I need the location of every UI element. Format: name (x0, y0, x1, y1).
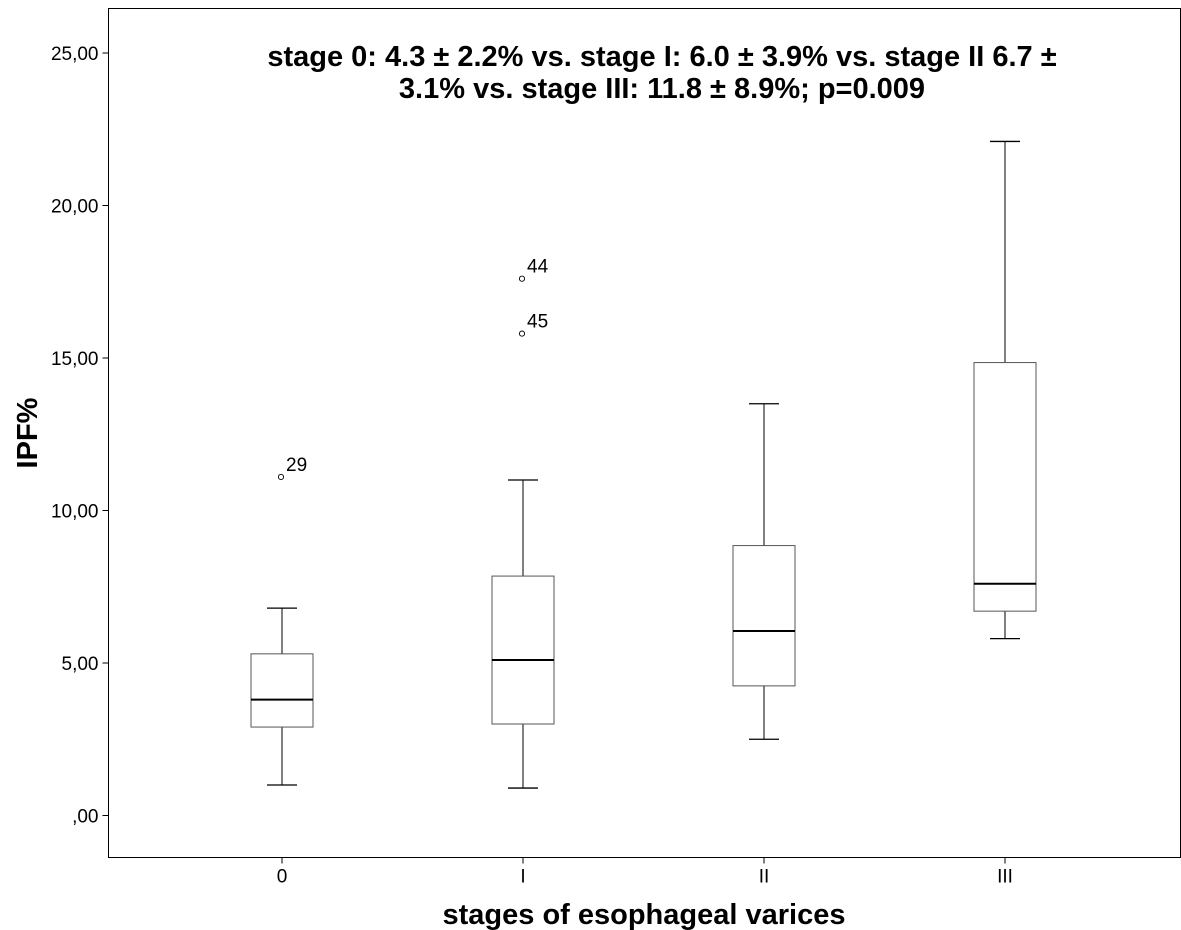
x-tick-label: 0 (277, 867, 288, 888)
outlier-label: 44 (527, 257, 549, 278)
chart-title-line-2: 3.1% vs. stage III: 11.8 ± 8.9%; p=0.009 (399, 73, 925, 105)
y-tick-label: 5,00 (62, 654, 99, 675)
x-tick-label: II (759, 867, 770, 888)
chart-title-line-1: stage 0: 4.3 ± 2.2% vs. stage I: 6.0 ± 3… (267, 41, 1056, 73)
iqr-box (732, 545, 796, 687)
outlier-point (518, 330, 526, 337)
y-tick-label: ,00 (72, 807, 98, 828)
boxplot-1: 29 (250, 455, 314, 786)
iqr-box (250, 653, 314, 728)
x-axis: 0 I II III (277, 857, 1013, 888)
y-tick-label: 20,00 (51, 197, 99, 218)
x-tick-label: III (997, 867, 1013, 888)
x-tick-label: I (520, 867, 525, 888)
outlier-label: 29 (286, 455, 307, 476)
boxplot-4 (973, 140, 1037, 640)
y-tick-label: 15,00 (51, 349, 99, 370)
boxplots: 29 44 45 (250, 140, 1037, 789)
chart-title: stage 0: 4.3 ± 2.2% vs. stage I: 6.0 ± 3… (267, 41, 1056, 105)
y-tick-label: 25,00 (51, 44, 99, 65)
iqr-box (491, 575, 555, 725)
outlier-point (277, 473, 285, 481)
y-axis-title: IPF% (12, 397, 44, 468)
outlier-label: 45 (527, 312, 548, 333)
y-axis: ,00 5,00 10,00 15,00 20,00 25,00 (51, 44, 109, 828)
iqr-box (973, 362, 1037, 612)
boxplot-2: 44 45 (491, 257, 555, 789)
outlier-point (518, 275, 526, 282)
boxplot-3 (732, 403, 796, 740)
y-tick-label: 10,00 (51, 502, 99, 523)
x-axis-title: stages of esophageal varices (443, 899, 846, 930)
